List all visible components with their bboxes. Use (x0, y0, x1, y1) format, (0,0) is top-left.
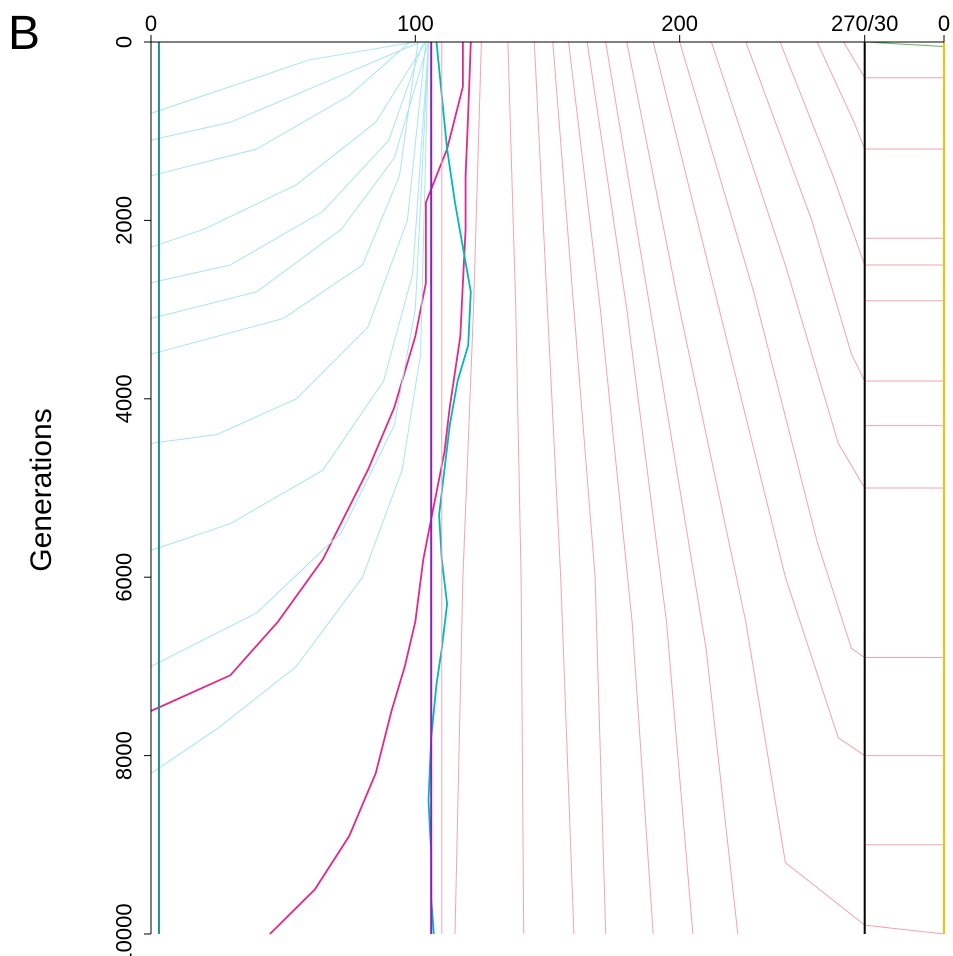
panel-letter: B (8, 7, 41, 60)
y-tick-label-0: 0 (112, 36, 137, 48)
trajectory-line-11 (150, 41, 427, 444)
trajectory-line-18 (533, 41, 575, 935)
trajectory-line-6 (150, 41, 411, 177)
x-tick-label-2: 200 (661, 11, 698, 36)
trajectory-line-20 (568, 41, 654, 935)
trajectory-line-19 (552, 41, 607, 935)
trajectory-line-2 (427, 41, 472, 935)
trajectory-line-13 (150, 41, 429, 667)
trajectory-line-4 (150, 41, 416, 114)
trajectory-line-23 (626, 41, 945, 935)
trajectory-line-17 (507, 41, 525, 935)
trajectory-line-25 (679, 41, 944, 658)
x-tick-label-4: 0 (938, 11, 950, 36)
x-tick-label-0: 0 (145, 11, 157, 36)
boundary-lines-layer (157, 42, 945, 934)
x-tick-label-3: 270/30 (831, 11, 898, 36)
trajectory-line-16 (454, 41, 482, 935)
trajectory-line-12 (150, 41, 429, 551)
trajectory-line-29 (816, 41, 944, 150)
trajectory-line-22 (605, 41, 739, 935)
trajectory-line-26 (710, 41, 944, 489)
y-tick-label-2: 4000 (112, 374, 137, 423)
y-tick-label-4: 8000 (112, 731, 137, 780)
trajectory-line-0 (150, 42, 464, 712)
series-layer (150, 41, 945, 935)
trajectory-line-27 (745, 41, 944, 382)
trajectory-line-28 (779, 41, 944, 266)
trajectory-line-30 (843, 41, 944, 79)
y-tick-label-5: 10000 (112, 903, 137, 956)
trajectory-line-35 (864, 41, 945, 47)
trajectory-line-14 (150, 41, 429, 774)
y-tick-label-1: 2000 (112, 196, 137, 245)
trajectory-line-7 (150, 41, 427, 248)
x-tick-label-1: 100 (397, 11, 434, 36)
y-tick-label-3: 6000 (112, 553, 137, 602)
trajectory-line-9 (150, 41, 429, 319)
trajectory-line-8 (150, 41, 424, 284)
trajectory-line-1 (269, 41, 472, 935)
trajectory-line-21 (586, 41, 694, 935)
trajectory-line-10 (150, 41, 419, 355)
trajectory-line-24 (652, 41, 944, 757)
trajectory-line-5 (150, 41, 421, 141)
